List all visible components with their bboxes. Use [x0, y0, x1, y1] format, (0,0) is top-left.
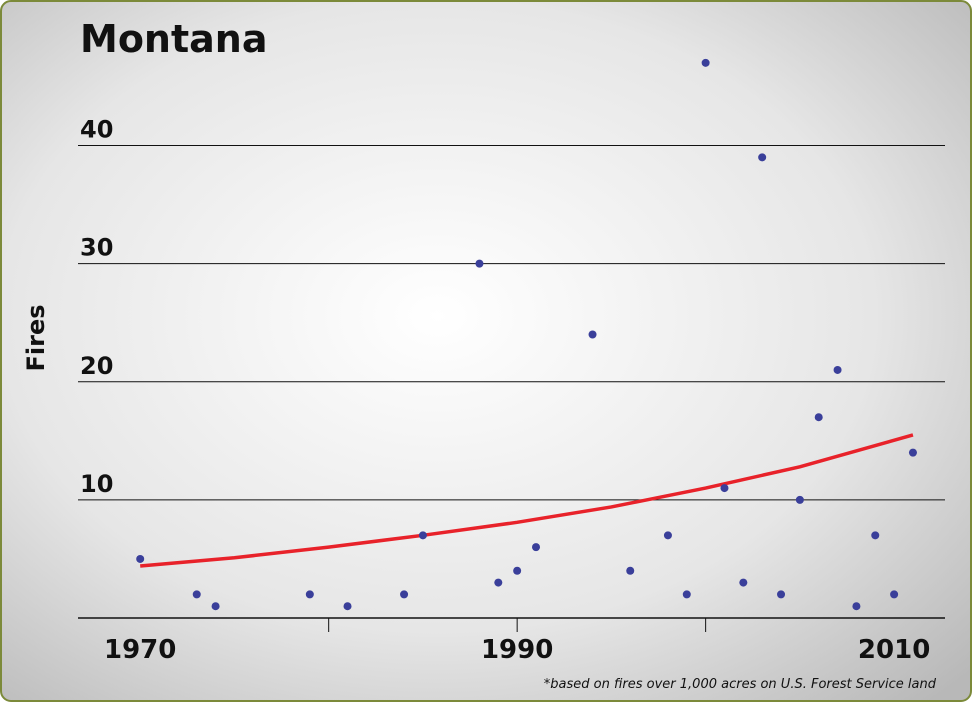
data-point	[814, 413, 823, 422]
data-point	[211, 602, 220, 611]
y-tick-label: 40	[80, 116, 113, 144]
data-point	[663, 531, 672, 540]
data-point	[343, 602, 352, 611]
y-tick-label: 10	[80, 470, 113, 498]
data-point	[532, 543, 541, 552]
data-point	[494, 578, 503, 587]
y-axis-label: Fires	[22, 304, 50, 371]
data-point	[871, 531, 880, 540]
data-point	[777, 590, 786, 599]
chart-title: Montana	[80, 17, 267, 61]
footnote: *based on fires over 1,000 acres on U.S.…	[544, 677, 937, 692]
data-point	[795, 495, 804, 504]
data-point	[682, 590, 691, 599]
data-point	[400, 590, 409, 599]
data-point	[418, 531, 427, 540]
x-tick-label: 1990	[481, 635, 553, 665]
data-point	[833, 365, 842, 374]
y-tick-label: 30	[80, 234, 113, 262]
x-tick-label: 2010	[858, 635, 930, 665]
data-point	[588, 330, 597, 339]
data-point	[739, 578, 748, 587]
data-point	[626, 566, 635, 575]
data-point	[475, 259, 484, 268]
data-point	[513, 566, 522, 575]
data-point	[908, 448, 917, 457]
trend-line	[140, 433, 914, 568]
data-point	[701, 58, 710, 67]
data-point	[852, 602, 861, 611]
y-tick-label: 20	[80, 352, 113, 380]
data-point	[758, 153, 767, 162]
x-tick-label: 1970	[104, 635, 176, 665]
data-point	[136, 554, 145, 563]
data-point	[192, 590, 201, 599]
data-point	[720, 484, 729, 493]
data-point	[305, 590, 314, 599]
data-point	[890, 590, 899, 599]
